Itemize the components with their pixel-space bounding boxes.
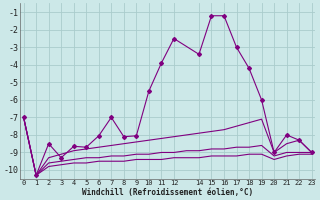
X-axis label: Windchill (Refroidissement éolien,°C): Windchill (Refroidissement éolien,°C) xyxy=(82,188,253,197)
